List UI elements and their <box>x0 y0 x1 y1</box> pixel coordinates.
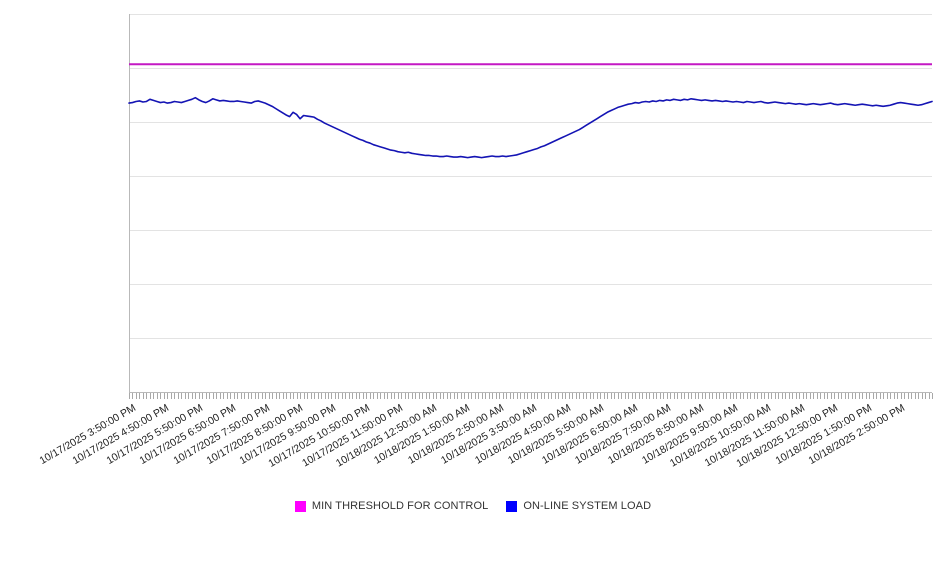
gridlines <box>129 14 932 393</box>
chart-container: 10/17/2025 3:50:00 PM 10/17/2025 4:50:00 … <box>0 14 946 517</box>
legend-label: ON-LINE SYSTEM LOAD <box>523 500 652 512</box>
legend-color-swatch <box>294 500 306 512</box>
load-line <box>128 96 933 159</box>
series-on-line-system-load <box>128 96 933 159</box>
chart-plot-svg <box>128 14 933 399</box>
plot-axes <box>129 14 932 393</box>
legend-item[interactable]: MIN THRESHOLD FOR CONTROL <box>294 500 489 512</box>
x-minor-ticks <box>129 393 933 399</box>
legend-label: MIN THRESHOLD FOR CONTROL <box>311 500 489 512</box>
legend-color-swatch <box>506 500 518 512</box>
chart-legend: MIN THRESHOLD FOR CONTROL ON-LINE SYSTEM … <box>0 495 946 517</box>
legend-item[interactable]: ON-LINE SYSTEM LOAD <box>506 500 651 512</box>
